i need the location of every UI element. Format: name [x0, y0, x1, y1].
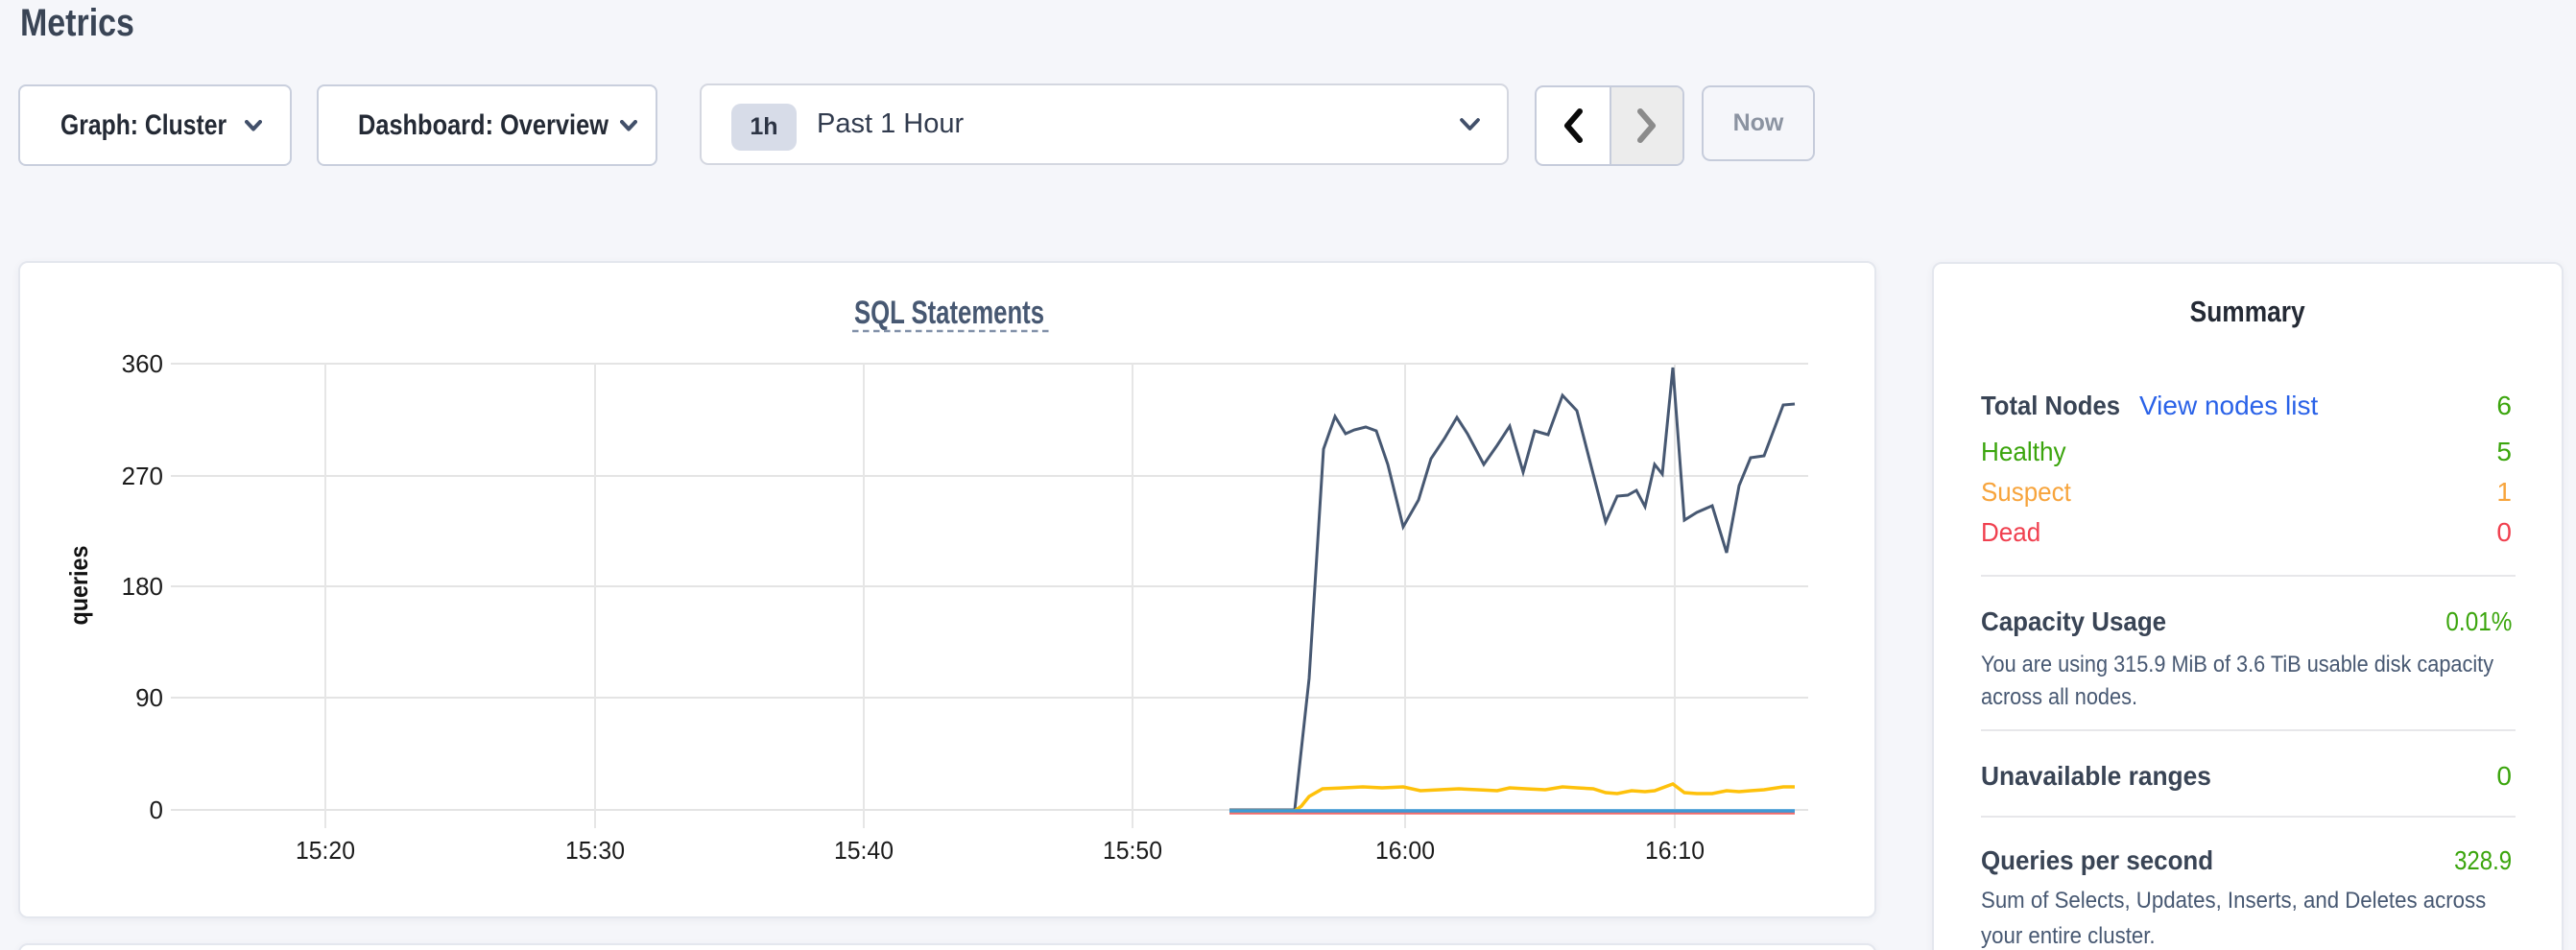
- svg-text:SQL Statements: SQL Statements: [854, 295, 1044, 331]
- svg-text:360: 360: [122, 349, 163, 378]
- svg-text:90: 90: [135, 683, 163, 712]
- svg-text:15:30: 15:30: [565, 836, 625, 865]
- svg-text:queries: queries: [64, 546, 93, 626]
- svg-text:15:40: 15:40: [834, 836, 894, 865]
- svg-text:0: 0: [150, 796, 163, 824]
- svg-text:270: 270: [122, 462, 163, 490]
- svg-text:16:00: 16:00: [1375, 836, 1435, 865]
- svg-text:180: 180: [122, 572, 163, 601]
- svg-text:15:20: 15:20: [296, 836, 355, 865]
- svg-text:16:10: 16:10: [1645, 836, 1705, 865]
- svg-text:15:50: 15:50: [1103, 836, 1162, 865]
